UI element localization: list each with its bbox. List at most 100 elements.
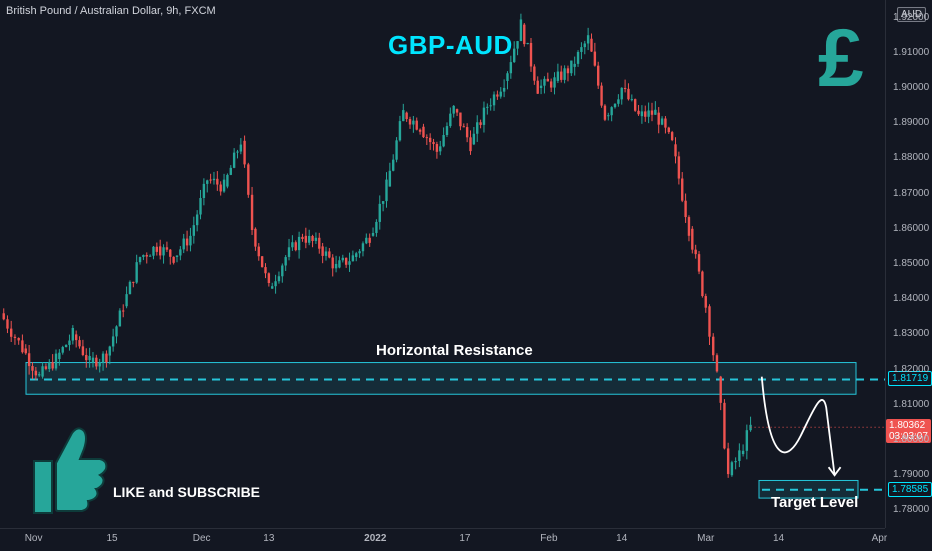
candle-body — [195, 214, 199, 226]
candle-body — [701, 271, 704, 297]
candle-body — [640, 111, 644, 117]
candle-body — [445, 126, 449, 136]
candle-body — [128, 281, 132, 295]
candle-body — [101, 353, 105, 363]
candle-body — [684, 200, 687, 218]
candle-body — [6, 319, 9, 329]
candle-body — [543, 78, 546, 86]
candle-body — [392, 159, 395, 171]
candle-body — [236, 151, 239, 153]
candle-body — [21, 340, 24, 353]
candle-body — [741, 450, 745, 455]
y-tick-label: 1.92000 — [893, 11, 930, 23]
candle-body — [523, 24, 526, 45]
candle-body — [580, 47, 583, 52]
candle-body — [723, 402, 726, 449]
candle-body — [192, 225, 196, 236]
x-tick-label: 14 — [773, 533, 785, 544]
candle-body — [125, 294, 128, 307]
candle-body — [482, 107, 486, 125]
candle-body — [145, 255, 148, 257]
candle-body — [175, 255, 179, 257]
candle-body — [297, 236, 301, 251]
candle-body — [314, 237, 318, 241]
symbol-header: British Pound / Australian Dollar, 9h, F… — [6, 5, 216, 17]
candle-body — [620, 87, 623, 100]
y-tick-label: 1.78000 — [893, 504, 930, 516]
candle-body — [291, 242, 294, 248]
candle-body — [553, 77, 556, 88]
candle-body — [10, 328, 13, 337]
candle-body — [664, 118, 667, 128]
candle-body — [185, 238, 189, 246]
candle-body — [712, 336, 715, 356]
candle-body — [48, 362, 51, 369]
y-tick-label: 1.87000 — [893, 187, 930, 199]
candle-body — [657, 112, 660, 125]
candle-body — [324, 251, 328, 256]
candle-body — [38, 374, 41, 376]
chart-title: GBP-AUD — [388, 30, 513, 60]
candle-body — [600, 85, 603, 106]
currency-badge: AUD — [897, 7, 927, 22]
candle-body — [81, 346, 85, 356]
candle-body — [85, 355, 88, 361]
y-tick-label: 1.89000 — [893, 117, 930, 129]
candle-body — [422, 126, 425, 138]
resistance-label: Horizontal Resistance — [376, 342, 533, 359]
candle-body — [704, 296, 707, 308]
candle-body — [58, 352, 61, 360]
candle-body — [13, 336, 17, 339]
candle-body — [745, 430, 749, 451]
candle-body — [24, 348, 27, 354]
candle-body — [182, 238, 185, 250]
candle-body — [44, 366, 48, 369]
candle-body — [51, 362, 54, 369]
candle-body — [318, 237, 321, 249]
candle-body — [206, 180, 209, 184]
candle-body — [212, 178, 216, 181]
y-tick-label: 1.82000 — [893, 363, 930, 375]
candle-body — [232, 152, 236, 168]
candle-body — [425, 137, 429, 139]
candle-body — [385, 179, 388, 202]
bar-countdown: 03:03:07 — [889, 431, 928, 443]
candle-body — [496, 94, 499, 97]
candle-body — [284, 257, 287, 266]
candle-body — [229, 167, 232, 175]
candle-body — [449, 113, 452, 127]
candle-body — [27, 353, 31, 367]
candle-body — [529, 42, 533, 67]
candle-body — [432, 142, 435, 145]
candle-body — [697, 254, 701, 272]
candle-body — [637, 110, 640, 115]
candle-body — [546, 78, 550, 82]
y-tick-label: 1.86000 — [893, 222, 930, 234]
candle-body — [202, 183, 206, 199]
candle-body — [526, 42, 529, 45]
y-tick-label: 1.88000 — [893, 152, 930, 164]
candle-body — [155, 246, 159, 252]
y-tick-label: 1.81000 — [893, 398, 930, 410]
candle-body — [687, 217, 691, 236]
candle-body — [576, 51, 580, 64]
candle-body — [519, 19, 523, 42]
last-price-label: 1.80362 03:03:07 — [886, 419, 931, 444]
candle-body — [91, 357, 95, 363]
candle-body — [88, 355, 91, 361]
candle-body — [341, 257, 344, 261]
candle-body — [108, 346, 111, 356]
candle-body — [301, 236, 304, 239]
candle-body — [455, 109, 459, 113]
like-subscribe-text: LIKE and SUBSCRIBE — [113, 484, 261, 500]
candle-body — [734, 460, 737, 463]
candle-body — [512, 48, 516, 63]
target-price-label: 1.78585 — [888, 481, 932, 497]
time-axis[interactable] — [0, 528, 885, 551]
candle-body — [395, 140, 398, 160]
candle-body — [2, 313, 5, 320]
candle-body — [418, 129, 422, 132]
candle-body — [189, 235, 192, 246]
price-plot[interactable] — [0, 0, 885, 528]
candle-body — [533, 66, 536, 81]
